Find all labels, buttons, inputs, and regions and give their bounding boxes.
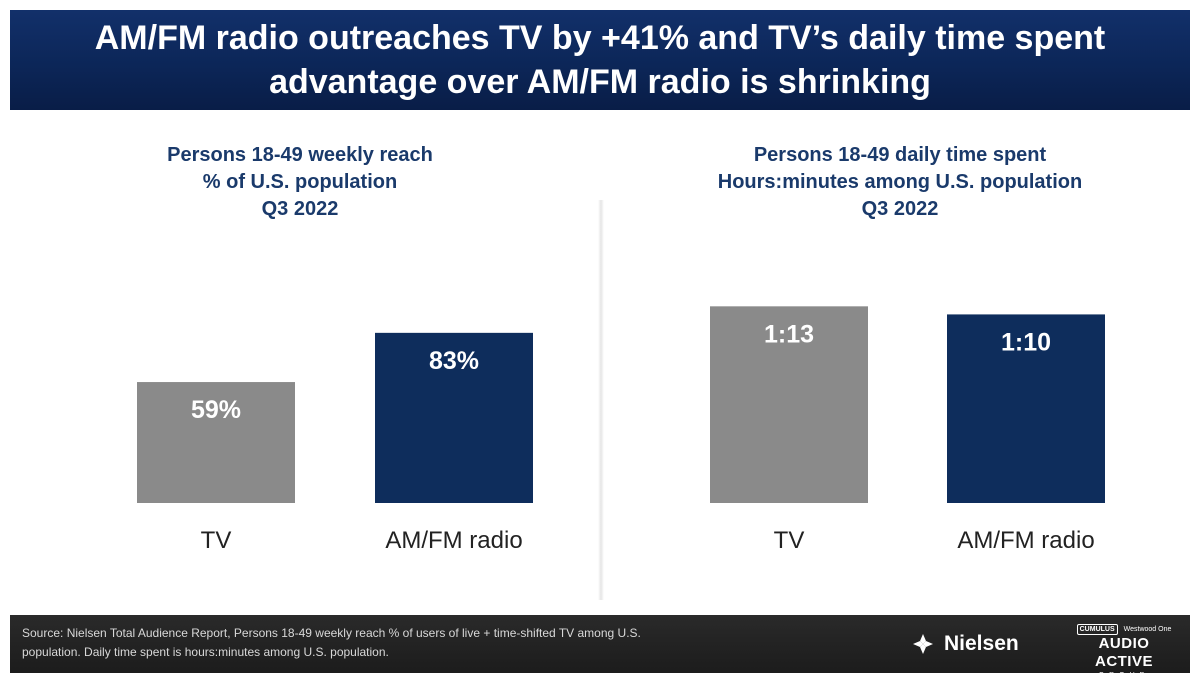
reach-value-label-am-fm-radio: 83% <box>429 347 479 375</box>
time-spent-bar-am-fm-radio <box>947 314 1105 503</box>
time-spent-category-label-tv: TV <box>774 527 805 554</box>
audio-active-label: AUDIO ACTIVE <box>1094 635 1153 670</box>
title-banner: AM/FM radio outreaches TV by +41% and TV… <box>10 10 1190 110</box>
westwood-one-label: Westwood One <box>1123 625 1172 633</box>
source-line-1: Source: Nielsen Total Audience Report, P… <box>22 626 641 640</box>
nielsen-mark-icon <box>913 634 933 654</box>
reach-chart-title-line-1: Persons 18-49 weekly reach <box>167 144 433 166</box>
time-spent-chart-panel: Persons 18-49 daily time spent Hours:min… <box>610 110 1190 615</box>
cumulus-badge: CUMULUS <box>1076 623 1118 635</box>
reach-category-label-am-fm-radio: AM/FM radio <box>385 527 522 554</box>
time-spent-chart-plot: 1:13 TV 1:10 AM/FM radio <box>710 306 1105 554</box>
reach-chart-plot: 59% TV 83% AM/FM radio <box>137 332 533 554</box>
source-note: Source: Nielsen Total Audience Report, P… <box>22 624 882 662</box>
nielsen-logo: Nielsen <box>910 629 1019 659</box>
reach-chart-title-line-2: % of U.S. population <box>202 171 398 193</box>
panel-divider <box>598 200 604 600</box>
title-line-2: advantage over AM/FM radio is shrinking <box>269 63 931 101</box>
nielsen-label: Nielsen <box>944 632 1019 655</box>
group-label: GROUP <box>1098 672 1150 679</box>
source-line-2: population. Daily time spent is hours:mi… <box>22 645 389 659</box>
reach-bar-am-fm-radio <box>375 332 533 503</box>
reach-bar-tv <box>137 382 295 503</box>
time-spent-chart-title-line-2: Hours:minutes among U.S. population <box>717 171 1083 193</box>
reach-category-label-tv: TV <box>201 527 232 554</box>
audio-active-group-logo: CUMULUS Westwood One AUDIO ACTIVE GROUP <box>1068 623 1180 680</box>
reach-chart-title: Persons 18-49 weekly reach % of U.S. pop… <box>10 142 590 223</box>
reach-chart-panel: Persons 18-49 weekly reach % of U.S. pop… <box>10 110 590 615</box>
time-spent-value-label-am-fm-radio: 1:10 <box>1001 328 1051 356</box>
reach-value-label-tv: 59% <box>191 396 241 424</box>
time-spent-value-label-tv: 1:13 <box>764 320 814 348</box>
time-spent-category-label-am-fm-radio: AM/FM radio <box>957 527 1094 554</box>
time-spent-chart-title-line-1: Persons 18-49 daily time spent <box>753 144 1047 166</box>
time-spent-chart-title: Persons 18-49 daily time spent Hours:min… <box>610 142 1190 223</box>
reach-chart-title-line-3: Q3 2022 <box>261 198 339 220</box>
footer-bar: Source: Nielsen Total Audience Report, P… <box>10 615 1190 679</box>
time-spent-bar-tv <box>710 306 868 503</box>
time-spent-chart-title-line-3: Q3 2022 <box>861 198 939 220</box>
title-line-1: AM/FM radio outreaches TV by +41% and TV… <box>94 19 1106 57</box>
